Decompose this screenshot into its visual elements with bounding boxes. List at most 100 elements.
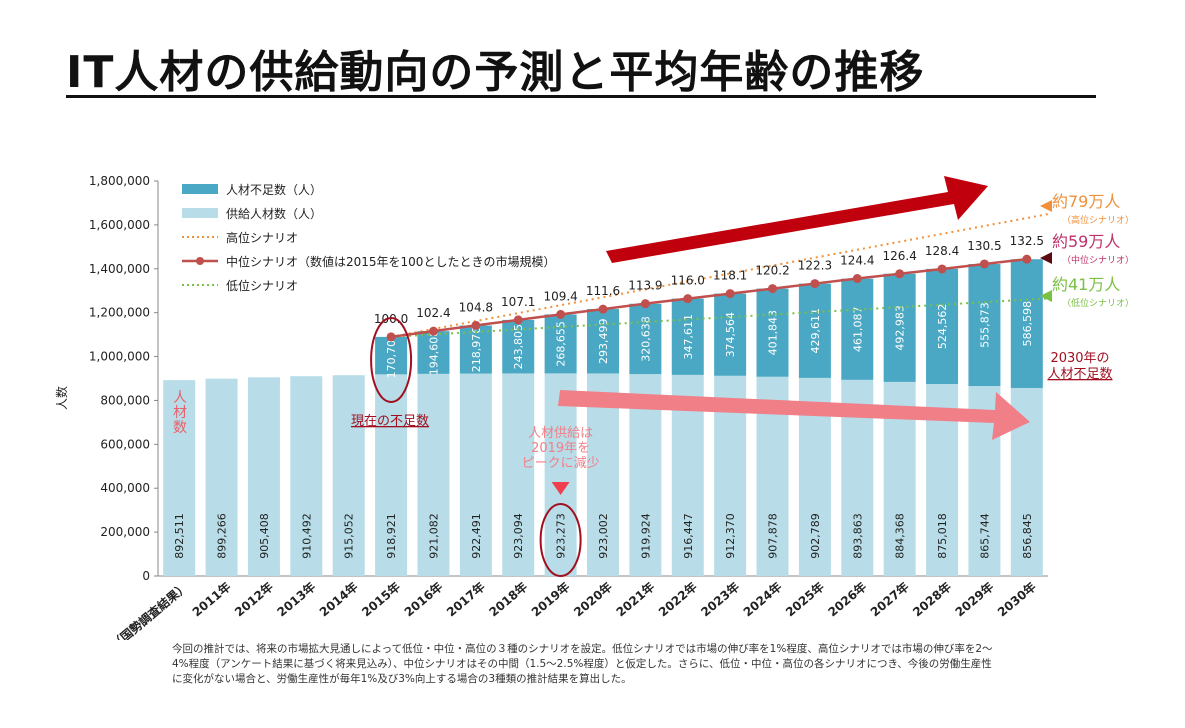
bar-supply-label: 856,845: [1021, 513, 1034, 559]
supply-decline-arrow: [558, 390, 1030, 440]
bar-supply: [459, 373, 492, 576]
bar-supply-label: 907,878: [767, 513, 780, 559]
legend-swatch-shortage: [182, 184, 218, 194]
bar-shortage-label: 461,087: [851, 307, 864, 353]
bar-shortage: [926, 268, 959, 384]
y-tick-label: 800,000: [100, 393, 150, 407]
x-tick-label: 2014年: [316, 579, 360, 620]
x-tick-label: 2030年: [994, 579, 1038, 620]
x-tick-label: 2017年: [443, 579, 487, 620]
bar-supply: [375, 374, 408, 576]
mid-scenario-point: [852, 274, 862, 284]
bar-supply: [163, 380, 196, 576]
bar-shortage-label: 401,843: [767, 310, 780, 356]
x-tick-label: 2027年: [867, 579, 911, 620]
legend-label-supply: 供給人材数（人）: [226, 206, 322, 221]
bar-shortage: [968, 264, 1001, 387]
bar-supply: [544, 373, 577, 576]
x-tick-label: 2020年: [571, 579, 615, 620]
current-shortage-label: 現在の不足数: [351, 414, 429, 429]
title-underline: [66, 95, 1096, 98]
mid-scenario-point: [428, 326, 438, 336]
bar-shortage-label: 320,638: [639, 316, 652, 362]
bar-shortage-label: 524,562: [936, 304, 949, 350]
bar-shortage-label: 194,608: [427, 330, 440, 376]
legend-label-shortage: 人材不足数（人）: [226, 182, 322, 197]
mid-scenario-index-label: 107.1: [501, 295, 535, 309]
footnote-line-1: 今回の推計では、将来の市場拡大見通しによって低位・中位・高位の３種のシナリオを設…: [172, 643, 993, 655]
bar-supply-label: 892,511: [173, 513, 186, 559]
mid-scenario-index-label: 126.4: [882, 249, 916, 263]
x-tick-label: 2019年: [528, 579, 572, 620]
supply-peak-circle: [539, 503, 582, 577]
bar-shortage-label: 492,983: [894, 305, 907, 351]
x-tick-label: 2015年: [359, 579, 403, 620]
mid-scenario-index-label: 132.5: [1010, 234, 1044, 248]
mid-scenario-index-label: 122.3: [798, 259, 832, 273]
supply-peak-pointer: [551, 482, 570, 495]
y-tick-label: 1,000,000: [89, 350, 150, 364]
scenario-total-label: 約59万人: [1052, 232, 1120, 251]
y-tick-label: 600,000: [100, 437, 150, 451]
scenario-sub-label: （中位シナリオ）: [1062, 254, 1134, 266]
mid-scenario-point: [810, 279, 820, 289]
x-tick-label: 2026年: [825, 579, 869, 620]
jinzai-vertical-char: 人: [173, 390, 187, 406]
supply-peak-annotation: 人材供給は: [528, 426, 593, 441]
mid-scenario-index-label: 109.4: [543, 289, 577, 303]
bar-supply-label: 905,408: [258, 513, 271, 559]
x-tick-label: 2024年: [740, 579, 784, 620]
mid-scenario-point: [1022, 254, 1032, 264]
x-tick-label: 2022年: [655, 579, 699, 620]
mid-scenario-arrowhead: [1040, 252, 1052, 264]
bar-shortage: [629, 303, 662, 375]
y-axis-label: 人数: [54, 386, 69, 410]
bar-shortage: [1010, 259, 1043, 388]
shortage-2030-label: 人材不足数: [1047, 367, 1112, 382]
footnote: 今回の推計では、将来の市場拡大見通しによって低位・中位・高位の３種のシナリオを設…: [172, 642, 1072, 687]
x-tick-label: 2028年: [910, 579, 954, 620]
bar-shortage-label: 555,873: [978, 302, 991, 348]
bar-supply-label: 923,273: [555, 513, 568, 559]
x-tick-label: 2011年: [189, 579, 233, 620]
bar-shortage-label: 586,598: [1021, 301, 1034, 347]
bar-shortage: [544, 314, 577, 374]
mid-scenario-index-label: 111.6: [586, 284, 620, 298]
y-tick-label: 1,400,000: [89, 262, 150, 276]
y-tick-label: 1,800,000: [89, 174, 150, 188]
bar-supply-label: 923,094: [512, 513, 525, 559]
mid-scenario-point: [768, 284, 778, 294]
bar-shortage: [756, 288, 789, 377]
mid-scenario-index-label: 113.9: [628, 279, 662, 293]
bar-shortage: [587, 309, 619, 374]
mid-scenario-index-label: 102.4: [416, 306, 450, 320]
x-tick-label: 2021年: [613, 579, 657, 620]
bar-shortage: [671, 298, 704, 375]
mid-scenario-index-label: 124.4: [840, 254, 874, 268]
mid-scenario-point: [513, 315, 523, 325]
legend-swatch-mid-marker: [196, 257, 204, 265]
mid-scenario-index-label: 128.4: [925, 244, 959, 258]
bar-supply: [502, 373, 535, 576]
footnote-line-2: 4%程度（アンケート結果に基づく将来見込み）、中位シナリオはその中間（1.5～2…: [172, 658, 992, 670]
bar-shortage-label: 218,976: [470, 327, 483, 373]
y-tick-label: 200,000: [100, 525, 150, 539]
bar-supply-label: 918,921: [385, 513, 398, 559]
x-tick-label: 2013年: [274, 579, 318, 620]
jinzai-vertical-char: 材: [173, 405, 187, 421]
x-tick-label: 2018年: [486, 579, 530, 620]
mid-scenario-point: [598, 304, 608, 314]
x-tick-label: 2025年: [782, 579, 826, 620]
bar-shortage: [417, 331, 450, 374]
bar-supply-label: 915,052: [343, 513, 356, 559]
high-scenario-arrowhead: [1040, 200, 1052, 212]
bar-shortage-label: 374,564: [724, 312, 737, 358]
chart: 0 200,000 400,000 600,000 800,000 1,000,000 1,…: [54, 174, 1135, 640]
bar-shortage-label: 293,499: [597, 318, 610, 364]
bar-supply-label: 899,266: [216, 513, 229, 559]
bar-supply-label: 923,002: [597, 513, 610, 559]
bar-supply-label: 922,491: [470, 513, 483, 559]
mid-scenario-point: [386, 332, 396, 342]
supply-peak-annotation: 2019年を: [531, 441, 590, 456]
legend-label-low: 低位シナリオ: [226, 278, 298, 293]
